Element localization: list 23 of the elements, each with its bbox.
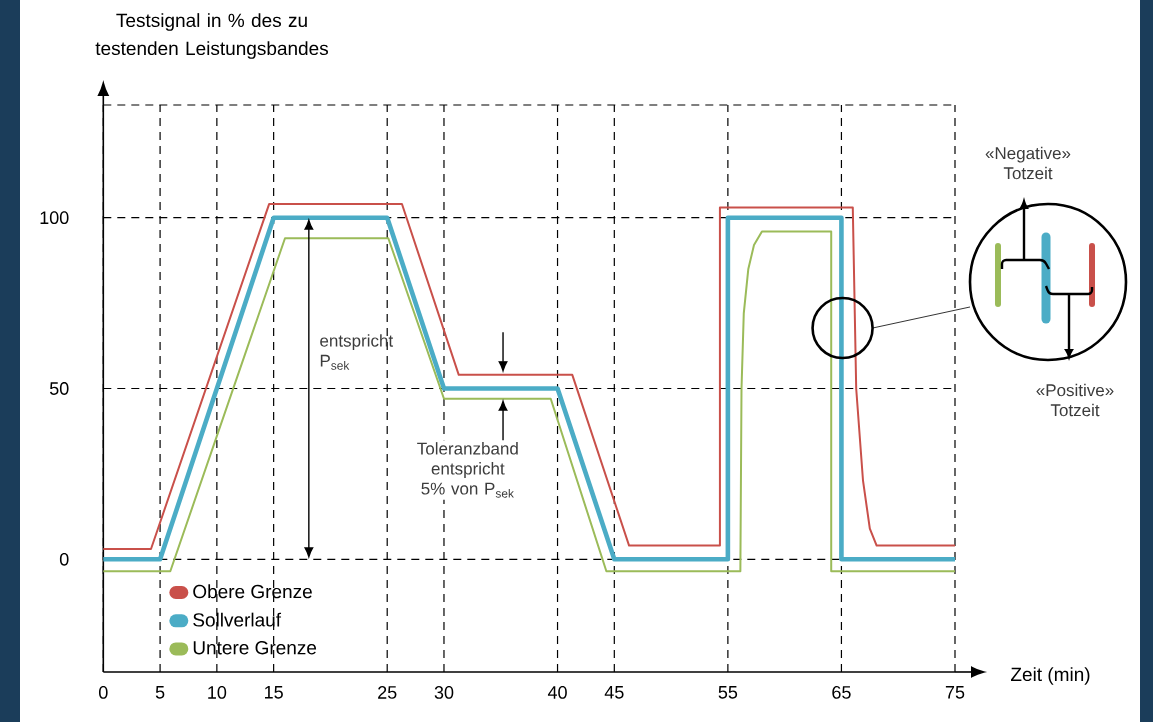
legend-label: Obere Grenze (193, 584, 312, 599)
y-axis-title: Testsignal in % des zu testenden Leistungsbandes (95, 13, 328, 59)
x-tick-label: 5 (155, 686, 165, 699)
legend-label: Untere Grenze (193, 640, 317, 655)
text: «Negative» Totzeit (985, 146, 1071, 180)
x-tick-label: 0 (98, 686, 108, 699)
x-tick-label: 25 (378, 686, 397, 699)
x-tick-label: 30 (434, 686, 454, 699)
x-tick-label: 10 (208, 686, 227, 699)
x-tick-label: 45 (604, 686, 624, 699)
legend-label: Sollverlauf (193, 612, 282, 627)
y-tick-label: 50 (49, 382, 69, 395)
x-tick-label: 15 (265, 686, 283, 699)
y-tick-label: 0 (59, 552, 69, 566)
x-tick-label: 40 (547, 686, 567, 699)
x-tick-label: 65 (832, 686, 851, 699)
text: «Positive» Totzeit (1036, 383, 1114, 417)
annotation: entspricht P$_{sek}$ (320, 334, 394, 370)
x-axis-title: Zeit (min) (1011, 667, 1090, 685)
x-tick-label: 55 (718, 686, 738, 699)
annotation: Toleranzband entspricht 5% von P$_{sek}$ (417, 442, 518, 498)
x-tick-label: 75 (945, 686, 965, 699)
y-tick-label: 100 (40, 211, 69, 225)
